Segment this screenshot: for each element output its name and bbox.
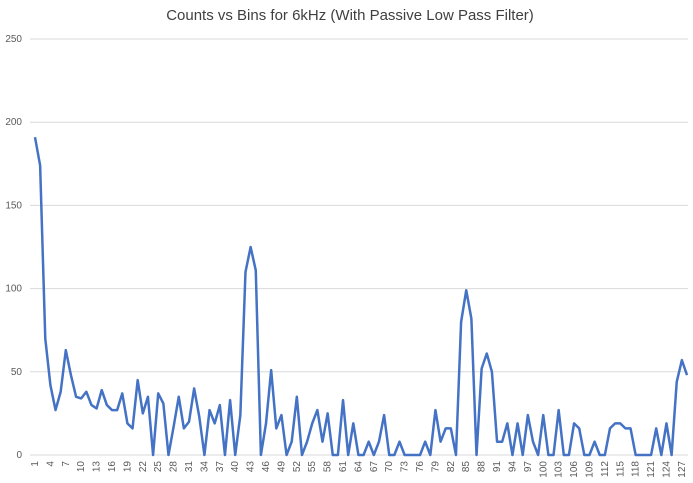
x-tick-label: 112 [600, 461, 611, 477]
x-tick-label: 13 [92, 461, 103, 473]
x-tick-label: 49 [276, 461, 287, 473]
x-tick-label: 22 [138, 461, 149, 473]
x-tick-label: 61 [338, 461, 349, 473]
y-tick-label: 100 [5, 284, 22, 295]
x-tick-label: 7 [61, 461, 72, 467]
x-tick-label: 10 [76, 461, 87, 473]
x-tick-label: 88 [477, 461, 488, 473]
x-tick-label: 52 [292, 461, 303, 473]
x-tick-label: 127 [677, 461, 688, 478]
y-tick-label: 250 [5, 34, 22, 45]
x-tick-label: 94 [507, 461, 518, 473]
x-tick-label: 55 [307, 461, 318, 473]
x-tick-label: 109 [584, 461, 595, 478]
x-tick-label: 25 [153, 461, 164, 473]
x-tick-label: 73 [400, 461, 411, 473]
chart-title: Counts vs Bins for 6kHz (With Passive Lo… [166, 7, 534, 24]
x-tick-label: 37 [215, 461, 226, 473]
x-tick-label: 85 [461, 461, 472, 473]
x-tick-label: 31 [184, 461, 195, 473]
x-tick-label: 106 [569, 461, 580, 478]
x-tick-label: 1 [30, 461, 41, 467]
x-tick-label: 103 [554, 461, 565, 478]
x-tick-label: 34 [199, 461, 210, 473]
x-tick-label: 91 [492, 461, 503, 473]
y-tick-label: 50 [11, 367, 23, 378]
data-line [33, 136, 689, 457]
x-tick-label: 67 [369, 461, 380, 473]
y-tick-label: 200 [5, 117, 22, 128]
x-tick-label: 28 [169, 461, 180, 473]
x-tick-label: 43 [246, 461, 257, 473]
x-tick-label: 76 [415, 461, 426, 473]
y-tick-label: 150 [5, 200, 22, 211]
x-tick-label: 100 [538, 461, 549, 478]
x-tick-label: 19 [122, 461, 133, 473]
x-tick-label: 82 [446, 461, 457, 473]
x-tick-label: 46 [261, 461, 272, 473]
x-tick-label: 79 [430, 461, 441, 473]
x-tick-label: 64 [353, 461, 364, 473]
y-tick-label: 0 [16, 450, 22, 461]
x-tick-label: 115 [615, 461, 626, 477]
x-tick-label: 97 [523, 461, 534, 473]
x-tick-label: 4 [45, 461, 56, 467]
x-tick-label: 16 [107, 461, 118, 473]
x-tick-label: 118 [631, 461, 642, 477]
x-tick-label: 58 [323, 461, 334, 473]
x-tick-label: 124 [661, 461, 672, 478]
x-tick-label: 70 [384, 461, 395, 473]
x-tick-label: 40 [230, 461, 241, 473]
x-tick-label: 121 [646, 461, 657, 478]
